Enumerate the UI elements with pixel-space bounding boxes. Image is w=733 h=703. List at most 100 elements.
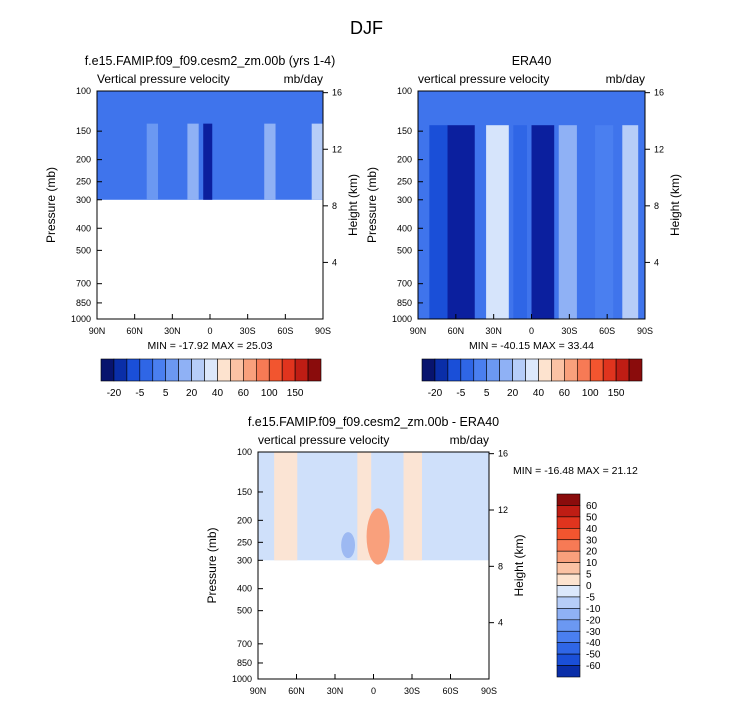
min-max-label: MIN = -40.15 MAX = 33.44 (469, 340, 594, 352)
colorbar-label: -40 (586, 638, 601, 649)
y-tick-label: 300 (76, 195, 91, 205)
colorbar-label: -50 (586, 650, 601, 661)
heatmap-field (418, 91, 645, 319)
y-tick-label: 250 (397, 177, 412, 187)
colorbar-label: -5 (135, 388, 144, 399)
chart-panel-3: f.e15.FAMIP.f09_f09.cesm2_zm.00b - ERA40… (205, 415, 638, 696)
heatmap-field (258, 452, 489, 565)
x-tick-label: 90N (410, 326, 427, 336)
colorbar-label: 40 (586, 524, 598, 535)
y2-axis-title: Height (km) (668, 174, 682, 236)
y-tick-label: 850 (237, 658, 252, 668)
colorbar-label: 20 (586, 547, 598, 558)
y-tick-label: 850 (76, 298, 91, 308)
x-tick-label: 60S (599, 326, 615, 336)
units-label: mb/day (284, 72, 323, 86)
x-tick-label: 30S (240, 326, 256, 336)
y-axis-title: Pressure (mb) (205, 527, 219, 603)
y-tick-label: 250 (237, 537, 252, 547)
colorbar-label: -10 (586, 604, 601, 615)
x-tick-label: 30S (561, 326, 577, 336)
panel-title: ERA40 (512, 54, 552, 68)
y2-tick-label: 16 (654, 88, 664, 98)
y2-tick-label: 12 (654, 144, 664, 154)
variable-label: Vertical pressure velocity (97, 72, 230, 86)
y-tick-label: 400 (237, 584, 252, 594)
colorbar-label: -20 (586, 615, 601, 626)
y2-axis-title: Height (km) (512, 534, 526, 596)
heatmap-field (97, 91, 323, 200)
x-tick-label: 60S (442, 686, 458, 696)
y-tick-label: 300 (237, 555, 252, 565)
colorbar-label: 40 (533, 388, 545, 399)
colorbar-label: 5 (586, 570, 592, 581)
y-tick-label: 200 (76, 155, 91, 165)
panel-title: f.e15.FAMIP.f09_f09.cesm2_zm.00b (yrs 1-… (85, 54, 336, 68)
x-tick-label: 60S (277, 326, 293, 336)
y-tick-label: 700 (397, 279, 412, 289)
y-tick-label: 300 (397, 195, 412, 205)
colorbar: -20 -5 5 20 40 60 100 150 (421, 358, 643, 399)
colorbar-label: 5 (484, 388, 490, 399)
x-tick-label: 90S (637, 326, 653, 336)
y-tick-label: 150 (237, 487, 252, 497)
y2-tick-label: 8 (654, 201, 659, 211)
min-max-label: MIN = -17.92 MAX = 25.03 (148, 340, 273, 352)
colorbar-label: -60 (586, 661, 601, 672)
x-tick-label: 0 (529, 326, 534, 336)
colorbar-label: 20 (186, 388, 198, 399)
y2-tick-label: 8 (498, 561, 503, 571)
x-tick-label: 90S (315, 326, 331, 336)
y-axis-title: Pressure (mb) (44, 167, 58, 243)
y-tick-label: 1000 (392, 314, 412, 324)
colorbar-label: 50 (586, 512, 598, 523)
colorbar-label: 20 (507, 388, 519, 399)
colorbar-label: 100 (261, 388, 278, 399)
y-tick-label: 700 (76, 279, 91, 289)
colorbar-label: 60 (559, 388, 571, 399)
chart-panel-1: f.e15.FAMIP.f09_f09.cesm2_zm.00b (yrs 1-… (44, 54, 360, 399)
y-tick-label: 100 (76, 86, 91, 96)
x-tick-label: 30S (404, 686, 420, 696)
x-tick-label: 30N (485, 326, 502, 336)
y2-tick-label: 16 (498, 449, 508, 459)
chart-panel-2: ERA40 vertical pressure velocity mb/day 100… (365, 54, 682, 399)
x-tick-label: 60N (126, 326, 143, 336)
y-axis-title: Pressure (mb) (365, 167, 379, 243)
colorbar-label: 10 (586, 558, 598, 569)
colorbar-label: -20 (107, 388, 122, 399)
units-label: mb/day (606, 72, 645, 86)
x-tick-label: 90N (250, 686, 267, 696)
colorbar-label: 60 (586, 501, 598, 512)
x-tick-label: 60N (448, 326, 465, 336)
y2-axis-title: Height (km) (346, 174, 360, 236)
y-tick-label: 500 (397, 245, 412, 255)
y-tick-label: 100 (237, 447, 252, 457)
y-tick-label: 150 (76, 126, 91, 136)
units-label: mb/day (450, 433, 489, 447)
colorbar-label: 150 (608, 388, 625, 399)
x-tick-label: 60N (288, 686, 305, 696)
y2-tick-label: 12 (332, 144, 342, 154)
x-tick-label: 0 (207, 326, 212, 336)
page-title: DJF (350, 18, 383, 38)
colorbar-label: -20 (428, 388, 443, 399)
min-max-label: MIN = -16.48 MAX = 21.12 (513, 465, 638, 477)
variable-label: vertical pressure velocity (258, 433, 389, 447)
y-tick-label: 200 (237, 515, 252, 525)
colorbar-label: 5 (163, 388, 169, 399)
y2-tick-label: 8 (332, 201, 337, 211)
panel-title: f.e15.FAMIP.f09_f09.cesm2_zm.00b - ERA40 (248, 415, 499, 429)
y-tick-label: 200 (397, 155, 412, 165)
colorbar-label: 150 (287, 388, 304, 399)
y-tick-label: 250 (76, 177, 91, 187)
colorbar-label: 30 (586, 535, 598, 546)
y-tick-label: 500 (237, 606, 252, 616)
colorbar-label: 0 (586, 581, 592, 592)
x-tick-label: 90N (89, 326, 106, 336)
y2-tick-label: 4 (498, 618, 503, 628)
colorbar-label: 60 (238, 388, 250, 399)
colorbar-label: -5 (586, 592, 595, 603)
